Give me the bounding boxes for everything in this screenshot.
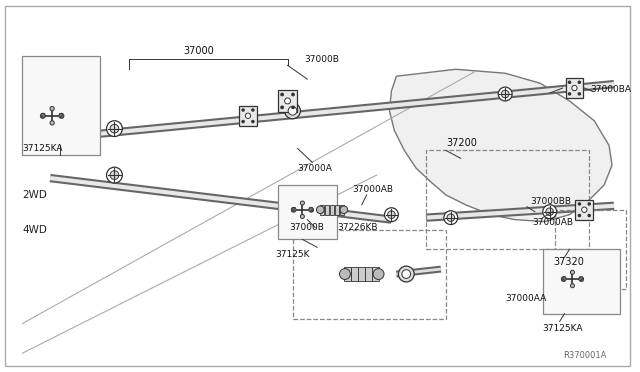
Text: 37000: 37000 bbox=[183, 46, 214, 57]
Circle shape bbox=[110, 124, 119, 133]
Circle shape bbox=[242, 121, 244, 123]
Text: 37125KA: 37125KA bbox=[543, 324, 583, 333]
Circle shape bbox=[110, 171, 119, 179]
Bar bbox=[278, 185, 337, 240]
Circle shape bbox=[300, 201, 305, 205]
Circle shape bbox=[106, 167, 122, 183]
Text: 37000B: 37000B bbox=[289, 223, 324, 232]
Circle shape bbox=[546, 208, 554, 215]
Circle shape bbox=[373, 269, 384, 279]
Text: 37226KB: 37226KB bbox=[337, 223, 378, 232]
Bar bbox=[372, 267, 380, 281]
Circle shape bbox=[570, 284, 575, 288]
Circle shape bbox=[245, 113, 251, 118]
Circle shape bbox=[579, 81, 580, 83]
Circle shape bbox=[568, 93, 571, 95]
Circle shape bbox=[292, 106, 294, 109]
Bar bbox=[292, 230, 446, 318]
Circle shape bbox=[339, 269, 350, 279]
Bar bbox=[555, 210, 626, 289]
Circle shape bbox=[281, 106, 284, 109]
Text: 37000B: 37000B bbox=[305, 55, 339, 64]
Circle shape bbox=[291, 207, 296, 212]
Text: 37000BB: 37000BB bbox=[530, 197, 571, 206]
Polygon shape bbox=[390, 69, 612, 222]
Circle shape bbox=[572, 86, 577, 91]
Circle shape bbox=[242, 109, 244, 111]
Circle shape bbox=[499, 87, 512, 101]
Bar bbox=[239, 106, 257, 126]
Circle shape bbox=[579, 93, 580, 95]
Bar bbox=[365, 267, 372, 281]
Circle shape bbox=[252, 109, 254, 111]
Circle shape bbox=[385, 208, 398, 222]
Circle shape bbox=[543, 205, 557, 219]
Bar bbox=[319, 205, 324, 215]
Circle shape bbox=[444, 211, 458, 225]
Circle shape bbox=[288, 106, 297, 115]
Circle shape bbox=[588, 215, 590, 217]
Bar bbox=[575, 200, 593, 219]
Circle shape bbox=[281, 93, 284, 96]
Bar bbox=[358, 267, 365, 281]
Circle shape bbox=[579, 215, 580, 217]
Bar bbox=[330, 205, 335, 215]
Text: 2WD: 2WD bbox=[22, 190, 47, 200]
Bar bbox=[335, 205, 339, 215]
Text: 37000AB: 37000AB bbox=[352, 186, 393, 195]
Circle shape bbox=[579, 277, 584, 281]
Text: 37000BA: 37000BA bbox=[590, 84, 631, 93]
Circle shape bbox=[292, 93, 294, 96]
Circle shape bbox=[402, 270, 411, 278]
Circle shape bbox=[300, 214, 305, 218]
Bar bbox=[566, 78, 583, 98]
Bar bbox=[22, 57, 100, 155]
Text: 37320: 37320 bbox=[554, 257, 584, 267]
Bar bbox=[426, 150, 589, 249]
Circle shape bbox=[398, 266, 414, 282]
Circle shape bbox=[50, 106, 54, 111]
Text: 37000A: 37000A bbox=[298, 164, 332, 173]
Circle shape bbox=[106, 121, 122, 137]
Text: 37000AA: 37000AA bbox=[505, 294, 547, 303]
Circle shape bbox=[252, 121, 254, 123]
Circle shape bbox=[588, 203, 590, 205]
Circle shape bbox=[561, 277, 566, 281]
Circle shape bbox=[340, 206, 348, 214]
Bar bbox=[543, 249, 620, 314]
Circle shape bbox=[570, 270, 575, 274]
Circle shape bbox=[308, 207, 314, 212]
Text: 37125K: 37125K bbox=[276, 250, 310, 259]
Bar bbox=[344, 267, 351, 281]
Text: 37000AB: 37000AB bbox=[532, 218, 573, 227]
Text: R370001A: R370001A bbox=[563, 351, 606, 360]
Circle shape bbox=[285, 98, 291, 104]
Text: 37125KA: 37125KA bbox=[22, 144, 63, 153]
Circle shape bbox=[40, 113, 45, 118]
Circle shape bbox=[388, 211, 396, 218]
Circle shape bbox=[50, 121, 54, 125]
Circle shape bbox=[568, 81, 571, 83]
Text: 4WD: 4WD bbox=[22, 225, 47, 234]
Circle shape bbox=[59, 113, 64, 118]
Circle shape bbox=[447, 214, 454, 221]
Circle shape bbox=[501, 90, 509, 98]
Circle shape bbox=[317, 206, 324, 214]
Bar bbox=[278, 90, 298, 112]
Bar bbox=[340, 205, 344, 215]
Text: 37200: 37200 bbox=[446, 138, 477, 148]
Circle shape bbox=[582, 207, 587, 212]
Circle shape bbox=[285, 103, 300, 119]
Bar bbox=[324, 205, 330, 215]
Circle shape bbox=[579, 203, 580, 205]
Bar bbox=[351, 267, 358, 281]
